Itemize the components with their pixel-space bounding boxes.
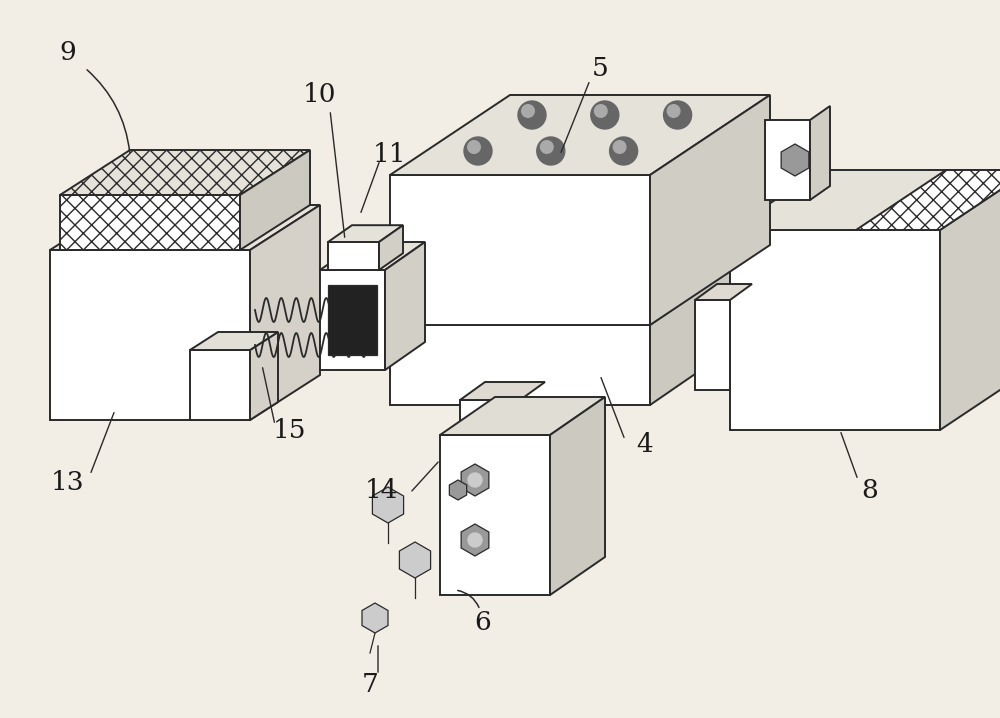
Circle shape — [594, 105, 607, 117]
Text: 11: 11 — [373, 142, 407, 167]
Polygon shape — [320, 270, 385, 370]
Polygon shape — [399, 542, 431, 578]
Text: 8: 8 — [862, 477, 878, 503]
Circle shape — [518, 101, 546, 129]
Polygon shape — [449, 480, 467, 500]
Polygon shape — [730, 230, 940, 430]
Polygon shape — [50, 250, 250, 420]
Text: 13: 13 — [51, 470, 85, 495]
Polygon shape — [550, 397, 605, 595]
Polygon shape — [320, 242, 425, 270]
Text: 5: 5 — [592, 55, 608, 80]
Text: 9: 9 — [60, 39, 76, 65]
Polygon shape — [390, 325, 650, 405]
Polygon shape — [461, 524, 489, 556]
Circle shape — [613, 141, 626, 154]
Circle shape — [468, 141, 480, 154]
Circle shape — [468, 473, 482, 487]
Polygon shape — [650, 95, 770, 325]
Polygon shape — [390, 270, 730, 325]
Circle shape — [522, 105, 534, 117]
Polygon shape — [190, 350, 250, 420]
Polygon shape — [695, 284, 752, 300]
Text: 7: 7 — [362, 673, 378, 697]
Polygon shape — [390, 95, 770, 175]
Circle shape — [610, 137, 638, 165]
Polygon shape — [362, 603, 388, 633]
Circle shape — [667, 105, 680, 117]
Text: 10: 10 — [303, 83, 337, 108]
Polygon shape — [60, 150, 310, 195]
Circle shape — [664, 101, 692, 129]
Polygon shape — [60, 195, 240, 250]
Polygon shape — [385, 242, 425, 370]
Polygon shape — [328, 285, 377, 355]
Circle shape — [537, 137, 565, 165]
Polygon shape — [460, 400, 520, 435]
Polygon shape — [240, 150, 310, 250]
Polygon shape — [440, 397, 605, 435]
Circle shape — [591, 101, 619, 129]
Polygon shape — [190, 332, 278, 350]
Polygon shape — [250, 332, 278, 420]
Polygon shape — [856, 170, 1000, 230]
Polygon shape — [390, 175, 650, 325]
Polygon shape — [372, 487, 404, 523]
Polygon shape — [461, 464, 489, 496]
Polygon shape — [250, 205, 320, 420]
Polygon shape — [650, 270, 730, 405]
Text: 4: 4 — [637, 432, 653, 457]
Text: 15: 15 — [273, 417, 307, 442]
Polygon shape — [328, 242, 379, 270]
Polygon shape — [810, 106, 830, 200]
Polygon shape — [379, 225, 403, 270]
Text: 14: 14 — [365, 477, 399, 503]
Polygon shape — [460, 382, 545, 400]
Polygon shape — [440, 435, 550, 595]
Polygon shape — [765, 120, 810, 200]
Circle shape — [468, 533, 482, 547]
Polygon shape — [328, 225, 403, 242]
Polygon shape — [781, 144, 809, 176]
Polygon shape — [695, 300, 730, 390]
Polygon shape — [50, 205, 320, 250]
Circle shape — [464, 137, 492, 165]
Polygon shape — [730, 170, 1000, 230]
Polygon shape — [940, 170, 1000, 430]
Circle shape — [540, 141, 553, 154]
Text: 6: 6 — [475, 610, 491, 635]
